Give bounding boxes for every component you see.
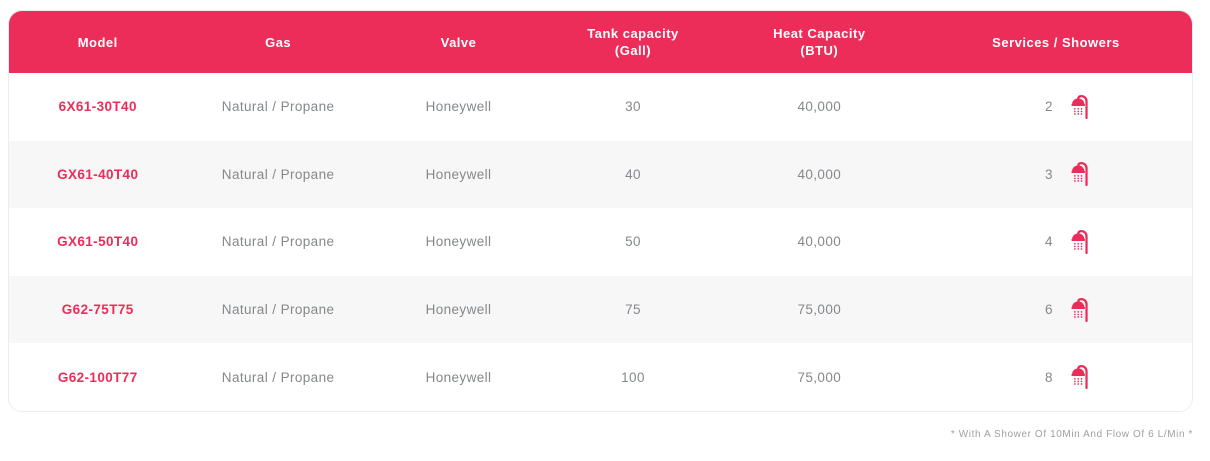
heat-capacity-cell: 75,000 bbox=[718, 343, 920, 411]
gas-text: Natural / Propane bbox=[221, 302, 335, 318]
shower-icon bbox=[1071, 229, 1088, 254]
tank-capacity-text: 40 bbox=[625, 166, 641, 182]
model-text: GX61-40T40 bbox=[57, 166, 139, 182]
gas-cell: Natural / Propane bbox=[186, 275, 370, 344]
gas-cell: Natural / Propane bbox=[186, 208, 370, 276]
tank-capacity-cell: 75 bbox=[547, 275, 719, 344]
model-text: G62-75T75 bbox=[61, 302, 134, 318]
col-header-tank-capacity: Tank capacity (Gall) bbox=[547, 11, 719, 73]
services-showers-cell: 4 bbox=[919, 208, 1192, 276]
tank-capacity-text: 75 bbox=[625, 302, 641, 318]
model-text: 6X61-30T40 bbox=[58, 99, 137, 115]
services-showers-cell: 8 bbox=[919, 343, 1192, 411]
heat-capacity-text: 40,000 bbox=[797, 166, 842, 182]
valve-cell: Honeywell bbox=[369, 208, 548, 276]
col-header-services-showers: Services / Showers bbox=[919, 11, 1192, 73]
valve-cell: Honeywell bbox=[369, 343, 548, 411]
table-row: GX61-50T40 Natural / Propane Honeywell 5… bbox=[9, 208, 1192, 276]
valve-text: Honeywell bbox=[425, 369, 492, 385]
col-header-label: Tank capacity bbox=[587, 26, 679, 41]
services-count: 6 bbox=[1044, 302, 1053, 318]
heat-capacity-text: 40,000 bbox=[797, 99, 842, 115]
gas-text: Natural / Propane bbox=[221, 166, 335, 182]
tank-capacity-cell: 40 bbox=[547, 140, 719, 209]
header-row: Model Gas Valve Tank capacity (Gall) Hea… bbox=[9, 11, 1192, 73]
gas-cell: Natural / Propane bbox=[186, 343, 370, 411]
valve-cell: Honeywell bbox=[369, 140, 548, 209]
product-spec-table-card: Model Gas Valve Tank capacity (Gall) Hea… bbox=[8, 10, 1193, 412]
footnote: * With A Shower Of 10Min And Flow Of 6 L… bbox=[950, 428, 1193, 440]
model-text: G62-100T77 bbox=[57, 369, 138, 385]
services-count: 4 bbox=[1044, 234, 1053, 250]
col-header-gas: Gas bbox=[186, 11, 370, 73]
valve-text: Honeywell bbox=[425, 166, 492, 182]
services-showers-wrap: 6 bbox=[920, 297, 1192, 322]
model-cell: G62-100T77 bbox=[9, 343, 187, 411]
tank-capacity-text: 100 bbox=[621, 369, 645, 385]
tank-capacity-cell: 30 bbox=[547, 73, 719, 141]
table-row: GX61-40T40 Natural / Propane Honeywell 4… bbox=[9, 140, 1192, 209]
gas-cell: Natural / Propane bbox=[186, 73, 370, 141]
table-row: 6X61-30T40 Natural / Propane Honeywell 3… bbox=[9, 73, 1192, 141]
table-body: 6X61-30T40 Natural / Propane Honeywell 3… bbox=[9, 73, 1192, 411]
col-header-valve: Valve bbox=[369, 11, 548, 73]
shower-icon bbox=[1071, 162, 1088, 187]
tank-capacity-cell: 50 bbox=[547, 208, 719, 276]
valve-text: Honeywell bbox=[425, 302, 492, 318]
shower-icon bbox=[1071, 297, 1088, 322]
services-count: 8 bbox=[1044, 369, 1053, 385]
model-cell: G62-75T75 bbox=[9, 275, 187, 344]
heat-capacity-cell: 40,000 bbox=[718, 208, 920, 276]
model-cell: 6X61-30T40 bbox=[9, 73, 187, 141]
col-header-model: Model bbox=[9, 11, 187, 73]
valve-text: Honeywell bbox=[425, 234, 492, 250]
heat-capacity-cell: 75,000 bbox=[718, 275, 920, 344]
services-count: 2 bbox=[1044, 99, 1053, 115]
table-header: Model Gas Valve Tank capacity (Gall) Hea… bbox=[9, 11, 1192, 73]
services-showers-wrap: 2 bbox=[920, 94, 1192, 119]
model-cell: GX61-50T40 bbox=[9, 208, 187, 276]
col-header-label: Services / Showers bbox=[992, 34, 1120, 50]
services-showers-cell: 3 bbox=[919, 140, 1192, 209]
col-header-label: Heat Capacity bbox=[773, 26, 866, 41]
table-row: G62-75T75 Natural / Propane Honeywell 75… bbox=[9, 275, 1192, 344]
valve-cell: Honeywell bbox=[369, 275, 548, 344]
heat-capacity-text: 40,000 bbox=[797, 234, 842, 250]
services-showers-cell: 6 bbox=[919, 275, 1192, 344]
model-text: GX61-50T40 bbox=[57, 234, 139, 250]
services-showers-wrap: 8 bbox=[920, 365, 1192, 390]
services-count: 3 bbox=[1044, 166, 1053, 182]
services-showers-cell: 2 bbox=[919, 73, 1192, 141]
col-header-label: Valve bbox=[440, 34, 477, 50]
tank-capacity-text: 50 bbox=[625, 234, 641, 250]
heat-capacity-cell: 40,000 bbox=[718, 140, 920, 209]
col-header-heat-capacity: Heat Capacity (BTU) bbox=[718, 11, 920, 73]
shower-icon bbox=[1071, 94, 1088, 119]
table-row: G62-100T77 Natural / Propane Honeywell 1… bbox=[9, 343, 1192, 411]
heat-capacity-cell: 40,000 bbox=[718, 73, 920, 141]
col-header-label: Model bbox=[77, 34, 118, 50]
valve-text: Honeywell bbox=[425, 99, 492, 115]
shower-icon bbox=[1071, 365, 1088, 390]
col-header-unit: (BTU) bbox=[800, 43, 839, 58]
services-showers-wrap: 3 bbox=[920, 162, 1192, 187]
gas-text: Natural / Propane bbox=[221, 99, 335, 115]
services-showers-wrap: 4 bbox=[920, 229, 1192, 254]
product-spec-table: Model Gas Valve Tank capacity (Gall) Hea… bbox=[9, 11, 1192, 411]
tank-capacity-cell: 100 bbox=[547, 343, 719, 411]
model-cell: GX61-40T40 bbox=[9, 140, 187, 209]
heat-capacity-text: 75,000 bbox=[797, 302, 842, 318]
heat-capacity-text: 75,000 bbox=[797, 369, 842, 385]
col-header-label: Gas bbox=[265, 34, 292, 50]
gas-text: Natural / Propane bbox=[221, 234, 335, 250]
valve-cell: Honeywell bbox=[369, 73, 548, 141]
gas-text: Natural / Propane bbox=[221, 369, 335, 385]
tank-capacity-text: 30 bbox=[625, 99, 641, 115]
gas-cell: Natural / Propane bbox=[186, 140, 370, 209]
col-header-unit: (Gall) bbox=[614, 43, 652, 58]
